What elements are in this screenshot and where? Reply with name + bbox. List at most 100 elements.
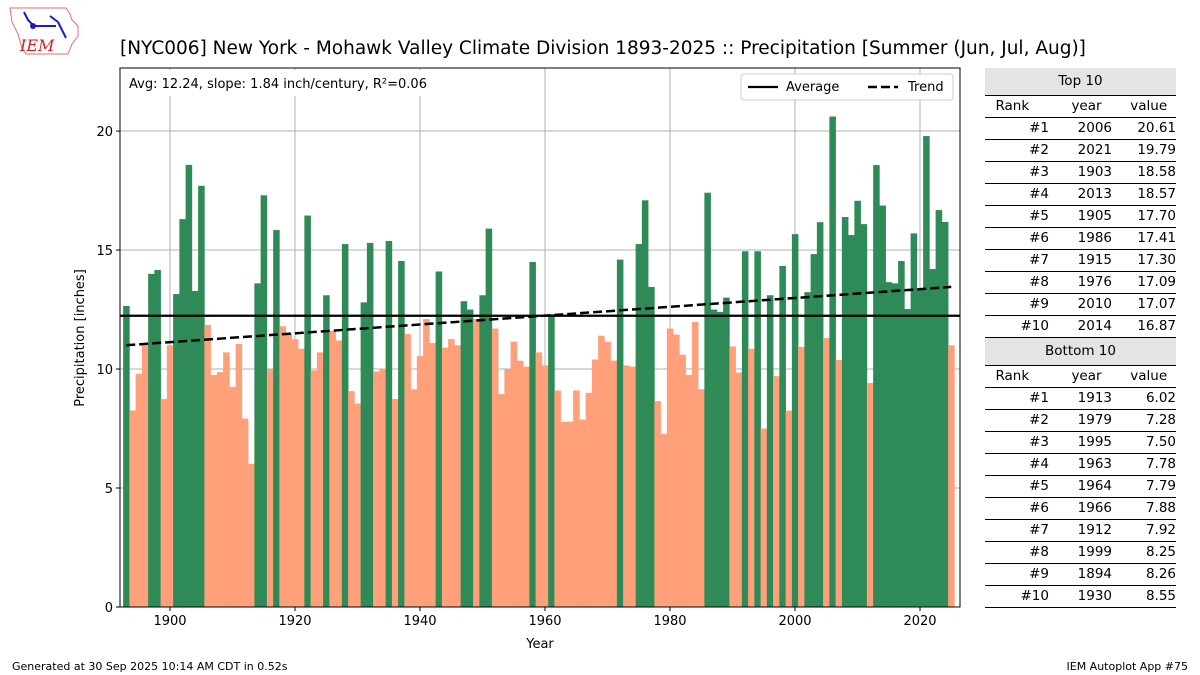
bar-2016 <box>891 283 899 607</box>
x-tick-label: 2000 <box>778 614 811 629</box>
bar-1945 <box>448 339 455 607</box>
value-cell: 7.88 <box>1145 500 1176 516</box>
year-cell: 2006 <box>1077 120 1112 136</box>
y-tick-label: 0 <box>105 601 113 616</box>
bar-2015 <box>885 282 893 607</box>
bar-1988 <box>716 311 724 607</box>
legend-trend-label: Trend <box>907 80 944 95</box>
bottom10-table: Bottom 10 Rank year value #1 1913 6.02 #2 1979 7.… <box>985 338 1176 608</box>
bar-2002 <box>804 292 811 607</box>
x-axis-label: Year <box>525 637 554 652</box>
value-cell: 17.41 <box>1137 230 1176 246</box>
value-cell: 18.58 <box>1137 164 1176 180</box>
bar-1958 <box>529 261 536 607</box>
bar-1995 <box>760 428 768 607</box>
bar-2017 <box>898 260 905 607</box>
table-row: #6 1966 7.88 <box>985 498 1176 520</box>
table-row: #10 1930 8.55 <box>985 586 1176 608</box>
bar-1973 <box>623 365 630 607</box>
bar-1998 <box>779 265 786 607</box>
rank-cell: #2 <box>1029 412 1049 428</box>
bar-1960 <box>541 365 549 607</box>
bar-1949 <box>473 319 480 607</box>
bar-2000 <box>791 234 799 608</box>
bar-2024 <box>941 221 949 607</box>
bar-1985 <box>698 389 705 607</box>
bar-1895 <box>135 373 143 607</box>
year-cell: 1964 <box>1077 478 1112 494</box>
table-title: Top 10 <box>985 68 1176 96</box>
bar-1993 <box>748 348 755 607</box>
bar-2012 <box>866 383 874 607</box>
table-row: #4 2013 18.57 <box>985 184 1176 206</box>
column-header: year <box>1071 368 1102 384</box>
bar-1940 <box>416 355 424 607</box>
bar-1922 <box>304 215 311 607</box>
bar-1904 <box>191 290 199 607</box>
bar-1987 <box>710 309 718 607</box>
y-tick-label: 5 <box>105 482 113 497</box>
bar-2021 <box>923 136 930 608</box>
value-cell: 16.87 <box>1137 318 1176 334</box>
x-tick-label: 1980 <box>653 614 686 629</box>
column-header: Rank <box>995 368 1030 384</box>
x-tick-label: 2020 <box>903 614 936 629</box>
bar-2019 <box>910 233 918 607</box>
value-cell: 18.57 <box>1137 186 1176 202</box>
year-cell: 2010 <box>1077 296 1112 312</box>
bar-2011 <box>860 224 868 607</box>
bar-1994 <box>754 251 761 607</box>
value-cell: 8.55 <box>1145 588 1176 604</box>
bar-1975 <box>635 244 643 607</box>
rank-cell: #3 <box>1029 434 1049 450</box>
bar-1962 <box>554 390 561 607</box>
bar-2023 <box>935 210 943 607</box>
bar-2025 <box>948 345 955 607</box>
value-cell: 7.50 <box>1145 434 1176 450</box>
bar-1893 <box>123 305 130 607</box>
bar-1941 <box>423 319 430 607</box>
rank-cell: #5 <box>1029 478 1049 494</box>
bar-1894 <box>129 410 136 607</box>
bar-1928 <box>341 244 349 607</box>
year-cell: 1894 <box>1077 566 1112 582</box>
bar-1948 <box>466 309 474 607</box>
bar-2020 <box>916 288 924 607</box>
year-cell: 1913 <box>1077 390 1112 406</box>
bar-1997 <box>773 376 780 607</box>
year-cell: 1976 <box>1077 274 1112 290</box>
bar-1954 <box>504 369 511 607</box>
bar-1999 <box>785 410 793 607</box>
column-header: Rank <box>995 98 1030 114</box>
table-row: #8 1976 17.09 <box>985 272 1176 294</box>
bar-1914 <box>254 283 261 607</box>
bar-1972 <box>616 259 624 607</box>
bar-1932 <box>366 242 374 607</box>
rank-cell: #6 <box>1029 500 1049 516</box>
bar-2007 <box>835 359 843 607</box>
bar-1896 <box>141 345 149 607</box>
bar-2008 <box>841 216 849 607</box>
table-row: #8 1999 8.25 <box>985 542 1176 564</box>
bar-1991 <box>735 372 743 607</box>
bar-1979 <box>660 433 668 607</box>
y-axis-label: Precipitation [inches] <box>73 269 88 407</box>
rank-cell: #9 <box>1029 296 1049 312</box>
top10-table: Top 10 Rank year value #1 2006 20.61 #2 2021 19.7… <box>985 68 1176 338</box>
rank-cell: #1 <box>1029 120 1049 136</box>
bar-1980 <box>666 328 674 607</box>
x-tick-label: 1900 <box>153 614 186 629</box>
bar-1938 <box>404 334 411 607</box>
rank-cell: #5 <box>1029 208 1049 224</box>
bar-1906 <box>204 325 211 607</box>
bar-2018 <box>904 309 911 607</box>
bar-1943 <box>435 271 443 607</box>
bar-1931 <box>360 302 368 607</box>
table-header-row: Rank year value <box>985 366 1176 388</box>
bar-1909 <box>223 352 230 607</box>
bar-1939 <box>410 389 418 607</box>
value-cell: 7.92 <box>1145 522 1176 538</box>
legend: Average Trend <box>740 73 954 101</box>
bar-1952 <box>491 328 499 607</box>
generated-timestamp: Generated at 30 Sep 2025 10:14 AM CDT in… <box>12 660 288 673</box>
